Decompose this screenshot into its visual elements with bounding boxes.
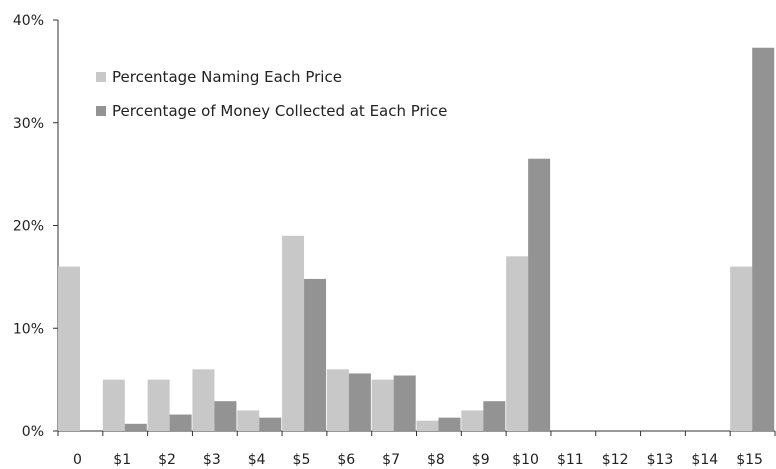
bar-naming-15 xyxy=(730,266,753,431)
legend-swatch xyxy=(96,106,106,116)
bar-money-4 xyxy=(259,417,282,431)
bar-naming-6 xyxy=(326,369,349,431)
bar-money-15 xyxy=(752,47,775,432)
legend: Percentage Naming Each Price Percentage o… xyxy=(96,68,447,120)
bar-money-9 xyxy=(483,401,506,431)
bar-naming-10 xyxy=(506,256,529,431)
bar-money-8 xyxy=(438,417,461,431)
x-tick-label: $8 xyxy=(427,452,445,468)
x-tick-label: $2 xyxy=(158,452,176,468)
bar-money-3 xyxy=(214,401,237,431)
bar-naming-3 xyxy=(192,369,215,431)
x-tick-label: $3 xyxy=(203,452,221,468)
x-tick-label: $5 xyxy=(293,452,311,468)
x-tick-label: $10 xyxy=(512,452,539,468)
y-tick-label: 20% xyxy=(13,219,44,235)
bar-naming-8 xyxy=(416,420,439,431)
y-tick-label: 0% xyxy=(22,424,44,440)
y-tick-label: 10% xyxy=(13,321,44,337)
bar-naming-1 xyxy=(102,379,125,431)
bar-naming-2 xyxy=(147,379,170,431)
x-tick-label: $6 xyxy=(337,452,355,468)
y-tick-label: 30% xyxy=(13,116,44,132)
bar-money-6 xyxy=(348,373,371,431)
x-tick-label: $1 xyxy=(113,452,131,468)
legend-label: Percentage Naming Each Price xyxy=(112,68,342,86)
bar-money-1 xyxy=(124,423,147,431)
x-tick-label: $15 xyxy=(736,452,763,468)
bar-naming-7 xyxy=(371,379,394,431)
bar-money-10 xyxy=(528,158,551,431)
legend-label: Percentage of Money Collected at Each Pr… xyxy=(112,102,447,120)
x-tick-label: $4 xyxy=(248,452,266,468)
x-axis: 0 $1 $2 $3 $4 $5 $6 $7 $8 $9 $10 $11 $12 $13 $14 $15 xyxy=(57,430,776,468)
bar-money-5 xyxy=(304,278,327,431)
x-tick-label: $12 xyxy=(602,452,629,468)
x-tick-label: $11 xyxy=(557,452,584,468)
x-tick-label: $13 xyxy=(647,452,674,468)
x-tick-label: 0 xyxy=(73,452,82,468)
x-tick-label: $14 xyxy=(691,452,718,468)
x-tick-label: $9 xyxy=(472,452,490,468)
bars xyxy=(58,47,775,432)
y-axis: 0% 10% 20% 30% 40% xyxy=(13,13,59,440)
bar-naming-9 xyxy=(461,410,484,431)
bar-naming-0 xyxy=(58,266,80,431)
bar-naming-5 xyxy=(282,235,305,431)
legend-swatch xyxy=(96,72,106,82)
x-tick-label: $7 xyxy=(382,452,400,468)
y-tick-label: 40% xyxy=(13,13,44,29)
bar-money-7 xyxy=(393,375,416,431)
bar-naming-4 xyxy=(237,410,260,431)
bar-money-2 xyxy=(169,414,192,431)
